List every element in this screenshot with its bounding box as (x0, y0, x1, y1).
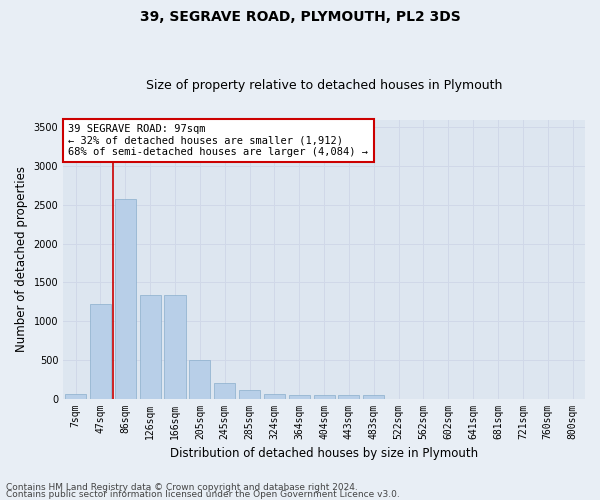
Bar (314, 394, 335, 398)
Bar (289, 394, 310, 398)
Text: 39, SEGRAVE ROAD, PLYMOUTH, PL2 3DS: 39, SEGRAVE ROAD, PLYMOUTH, PL2 3DS (140, 10, 460, 24)
Bar (214, 384, 235, 398)
Text: Contains HM Land Registry data © Crown copyright and database right 2024.: Contains HM Land Registry data © Crown c… (6, 484, 358, 492)
Bar (239, 390, 260, 398)
Bar (164, 294, 185, 399)
Bar (140, 294, 161, 399)
Text: Contains public sector information licensed under the Open Government Licence v3: Contains public sector information licen… (6, 490, 400, 499)
Bar (115, 198, 136, 398)
X-axis label: Distribution of detached houses by size in Plymouth: Distribution of detached houses by size … (170, 447, 478, 460)
Bar (189, 360, 211, 399)
Bar (90, 304, 111, 398)
Bar (338, 394, 359, 398)
Text: 39 SEGRAVE ROAD: 97sqm
← 32% of detached houses are smaller (1,912)
68% of semi-: 39 SEGRAVE ROAD: 97sqm ← 32% of detached… (68, 124, 368, 157)
Bar (264, 394, 285, 398)
Bar (363, 396, 385, 398)
Bar (65, 394, 86, 398)
Title: Size of property relative to detached houses in Plymouth: Size of property relative to detached ho… (146, 79, 502, 92)
Y-axis label: Number of detached properties: Number of detached properties (15, 166, 28, 352)
